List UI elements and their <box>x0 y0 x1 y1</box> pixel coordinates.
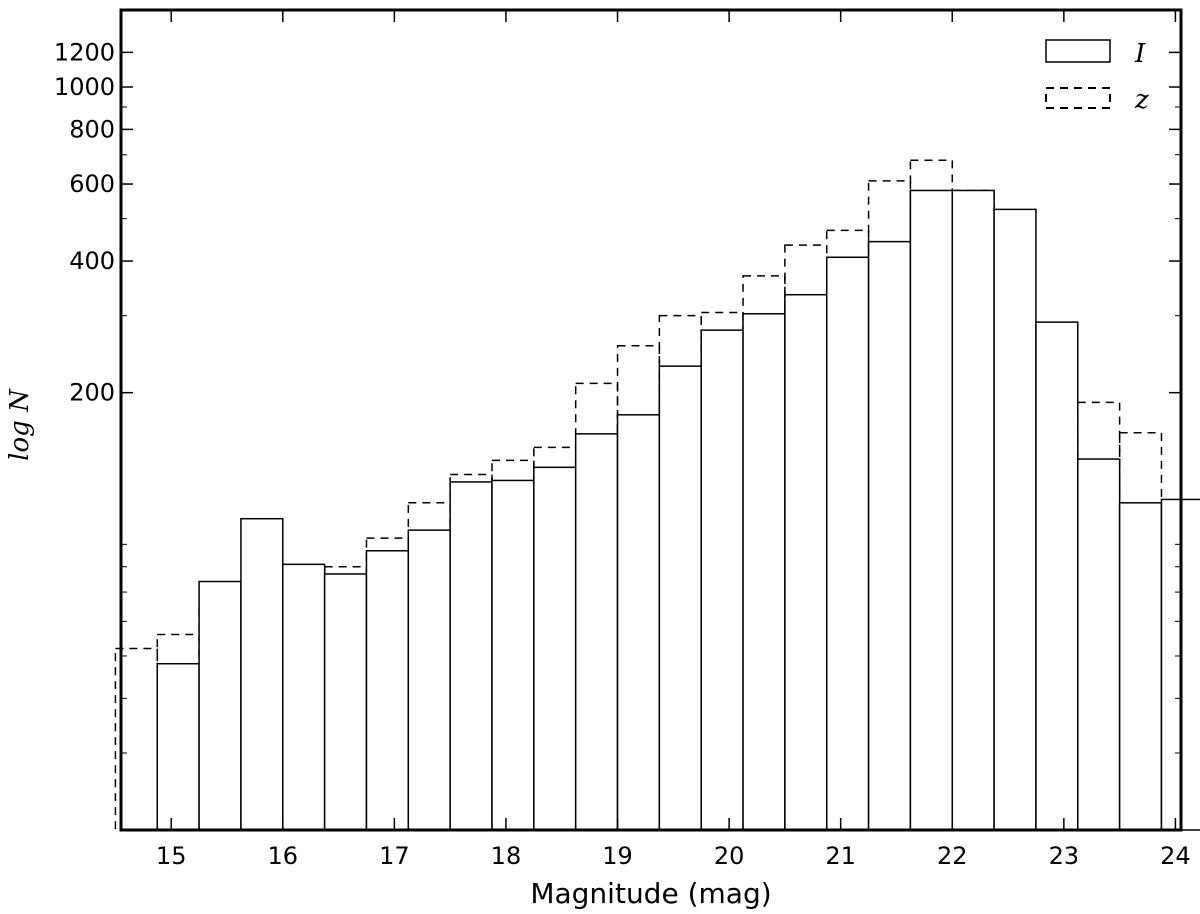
bar-i <box>616 414 661 831</box>
legend-label-i: I <box>1134 39 1146 69</box>
legend-swatch-i <box>1045 39 1111 63</box>
x-tick-label: 22 <box>937 842 968 870</box>
bar-i <box>282 563 326 831</box>
bar-i <box>1077 458 1121 831</box>
x-tick-label: 15 <box>156 842 187 870</box>
bar-i <box>993 208 1037 831</box>
bar-i <box>909 189 954 831</box>
x-tick-label: 18 <box>491 842 522 870</box>
legend-label-z: z <box>1134 85 1149 115</box>
y-tick-label: 1200 <box>54 38 115 66</box>
bar-i <box>491 479 535 831</box>
x-axis-label: Magnitude (mag) <box>530 877 771 910</box>
x-tick-label: 19 <box>602 842 633 870</box>
y-axis-label: log N <box>5 388 35 461</box>
y-tick-label: 1000 <box>54 73 115 101</box>
bar-i <box>784 293 828 831</box>
y-tick-label: 800 <box>69 115 115 143</box>
x-tick-label: 24 <box>1160 842 1191 870</box>
bar-i <box>449 481 493 831</box>
y-tick-label: 200 <box>69 379 115 407</box>
bar-i <box>867 240 912 831</box>
x-tick-label: 20 <box>714 842 745 870</box>
axis-ticks <box>121 10 1181 830</box>
legend-swatch-z <box>1045 87 1111 109</box>
bar-i <box>1118 502 1163 831</box>
bar-i <box>323 573 368 831</box>
bar-z <box>533 446 577 831</box>
plot-frame <box>119 8 1183 832</box>
x-tick-label: 23 <box>1049 842 1080 870</box>
bar-i <box>365 550 410 831</box>
y-tick-label: 400 <box>69 247 115 275</box>
bar-i <box>407 529 451 831</box>
bar-i <box>658 365 702 831</box>
bar-i <box>825 256 870 831</box>
bar-i <box>156 662 200 831</box>
bar-i <box>1035 321 1079 831</box>
bar-i <box>574 433 619 831</box>
y-tick-label: 600 <box>69 170 115 198</box>
bar-i <box>951 189 995 831</box>
i-series-bars <box>156 189 1200 831</box>
bar-i <box>240 517 284 831</box>
legend: I z <box>1045 39 1149 115</box>
bar-i <box>198 580 242 831</box>
x-tick-label: 17 <box>379 842 410 870</box>
bar-i <box>700 329 744 831</box>
bar-i <box>533 466 577 831</box>
x-tick-label: 16 <box>268 842 299 870</box>
x-tick-label: 21 <box>825 842 856 870</box>
axis-tick-labels: 15 16 17 18 19 20 21 22 23 24 200 400 600 800 1000 1200 <box>54 38 1191 870</box>
bar-i <box>742 313 786 831</box>
